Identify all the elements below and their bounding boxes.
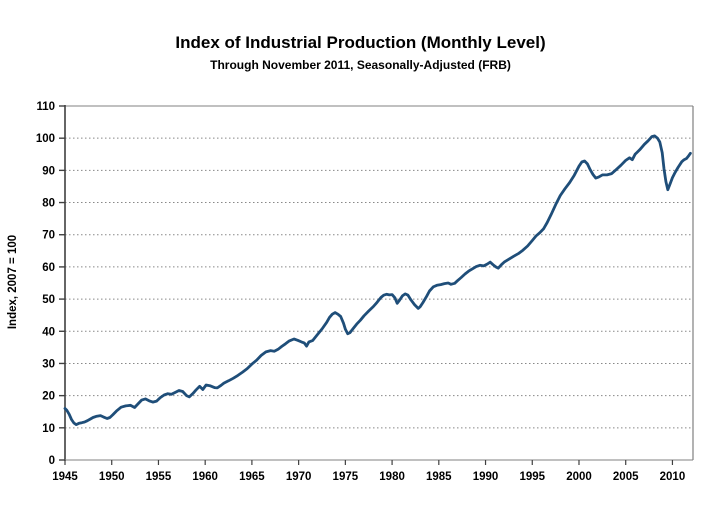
x-tick-label: 1975 <box>333 471 359 483</box>
x-tick-label: 1970 <box>286 471 312 483</box>
x-tick-label: 1960 <box>192 471 218 483</box>
y-tick-label: 50 <box>42 294 55 306</box>
chart-title: Index of Industrial Production (Monthly … <box>175 33 546 52</box>
y-tick-label: 40 <box>42 326 55 338</box>
y-tick-label: 80 <box>42 198 55 210</box>
x-tick-label: 1985 <box>426 471 452 483</box>
y-tick-label: 100 <box>36 133 55 145</box>
x-tick-label: 1980 <box>379 471 405 483</box>
x-tick-label: 1950 <box>99 471 125 483</box>
y-tick-label: 110 <box>36 101 55 113</box>
data-line <box>63 134 692 427</box>
chart-subtitle: Through November 2011, Seasonally-Adjust… <box>210 58 511 72</box>
x-tick-label: 1965 <box>239 471 265 483</box>
x-tick-label: 1995 <box>519 471 545 483</box>
y-tick-label: 10 <box>42 423 55 435</box>
y-tick-label: 60 <box>42 262 55 274</box>
y-tick-label: 0 <box>49 455 55 467</box>
y-tick-label: 70 <box>42 230 55 242</box>
y-tick-label: 90 <box>42 165 55 177</box>
x-tick-label: 1955 <box>146 471 172 483</box>
x-tick-label: 1990 <box>473 471 499 483</box>
y-tick-label: 30 <box>42 358 55 370</box>
x-tick-label: 2000 <box>566 471 592 483</box>
x-tick-label: 2010 <box>660 471 686 483</box>
x-tick-label: 1945 <box>52 471 78 483</box>
y-tick-label: 20 <box>42 391 55 403</box>
x-tick-label: 2005 <box>613 471 639 483</box>
